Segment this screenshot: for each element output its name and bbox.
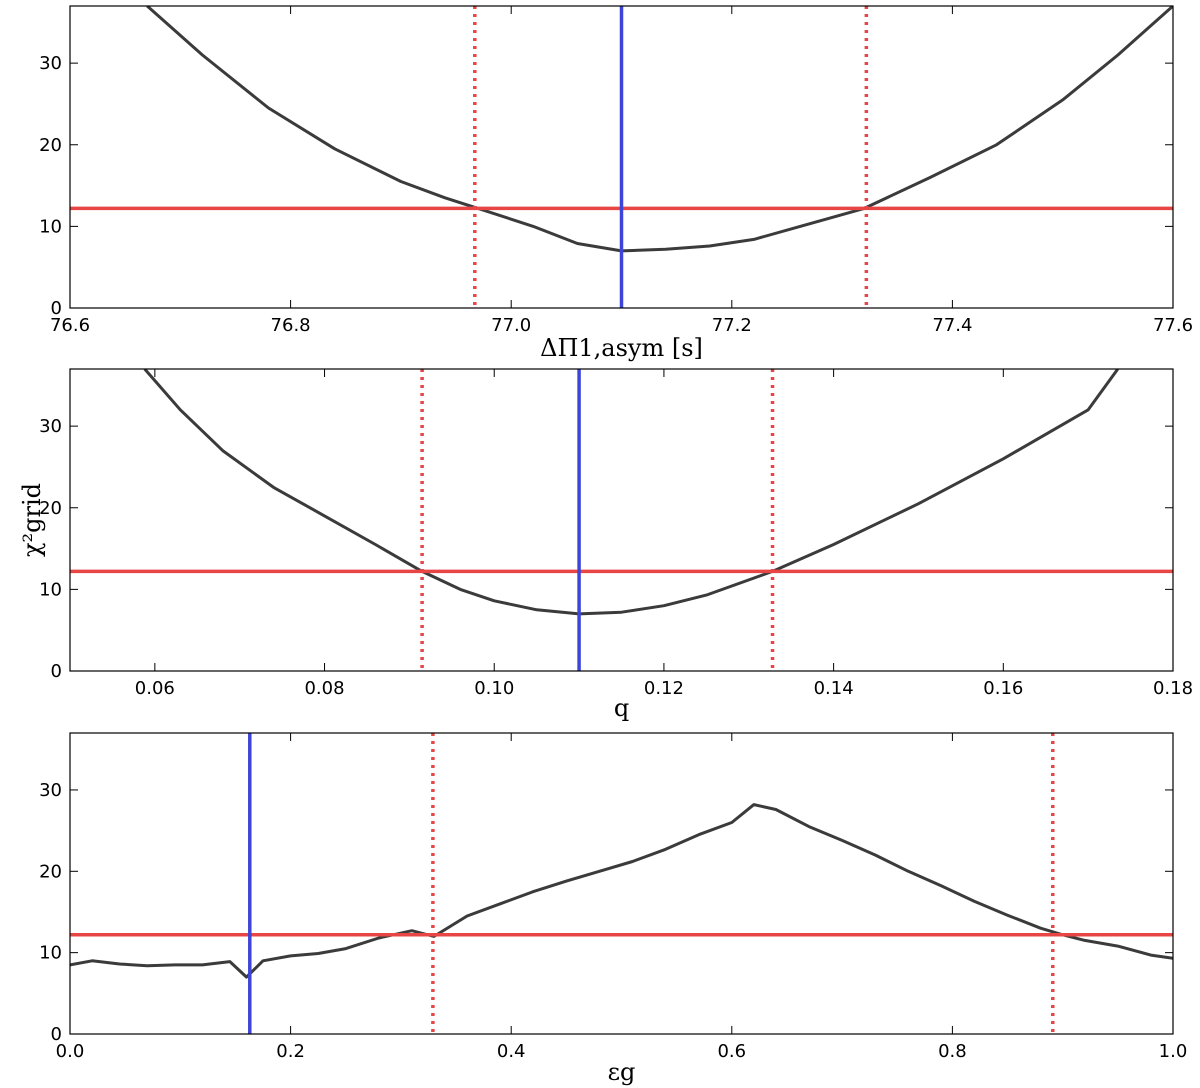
chi2-curve: [146, 6, 1173, 253]
y-tick-label: 10: [39, 216, 62, 237]
x-tick-label: 77.4: [932, 315, 972, 336]
y-tick-label: 10: [39, 943, 62, 964]
x-tick-label: 0.4: [497, 1041, 526, 1062]
y-tick-label: 0: [51, 661, 62, 682]
y-tick-label: 30: [39, 53, 62, 74]
y-tick-label: 10: [39, 579, 62, 600]
x-tick-label: 0.08: [304, 678, 344, 699]
x-axis-label: q: [614, 694, 629, 722]
y-tick-label: 0: [51, 298, 62, 319]
chi2-curve: [143, 369, 1120, 616]
axes-frame: [69, 732, 1174, 1035]
x-tick-label: 0.6: [717, 1041, 746, 1062]
axes-frame: [69, 368, 1174, 672]
x-tick-label: 0.2: [276, 1041, 305, 1062]
x-tick-label: 77.2: [712, 315, 752, 336]
y-tick-label: 30: [39, 416, 62, 437]
x-tick-label: 0.10: [474, 678, 514, 699]
x-tick-label: 77.0: [491, 315, 531, 336]
x-tick-label: 0.18: [1153, 678, 1193, 699]
x-tick-label: 77.6: [1153, 315, 1193, 336]
panel-epsilon-g: 0.0 0.2 0.4 0.6 0.8 1.0 0 10 20 30 εg: [39, 732, 1188, 1086]
x-tick-label: 76.6: [50, 315, 90, 336]
panel-delta-pi: 76.6 76.8 77.0 77.2 77.4 77.6 0 10 20 30 ΔΠ1,asym …: [39, 5, 1193, 362]
axes-frame: [69, 5, 1174, 309]
x-tick-label: 0.8: [938, 1041, 967, 1062]
x-tick-label: 0.16: [983, 678, 1023, 699]
x-axis-label: εg: [608, 1058, 636, 1086]
x-tick-label: 76.8: [271, 315, 311, 336]
x-axis-label: ΔΠ1,asym [s]: [540, 334, 703, 362]
plot-area: [70, 733, 1173, 1034]
x-tick-label: 0.06: [135, 678, 175, 699]
y-tick-label: 20: [39, 135, 62, 156]
x-tick-label: 1.0: [1159, 1041, 1188, 1062]
shared-y-axis-label: χ²grid: [18, 483, 46, 557]
x-tick-label: 0.14: [814, 678, 854, 699]
panel-q: 0.06 0.08 0.10 0.12 0.14 0.16 0.18 0 10 20 30 q: [39, 368, 1193, 722]
y-tick-label: 30: [39, 780, 62, 801]
plot-area: [70, 369, 1173, 671]
y-tick-label: 20: [39, 498, 62, 519]
chi2-curve: [70, 803, 1173, 979]
plot-area: [70, 6, 1173, 308]
x-tick-label: 0.12: [644, 678, 684, 699]
y-tick-label: 0: [51, 1024, 62, 1045]
x-tick-label: 0.0: [56, 1041, 85, 1062]
y-tick-label: 20: [39, 861, 62, 882]
